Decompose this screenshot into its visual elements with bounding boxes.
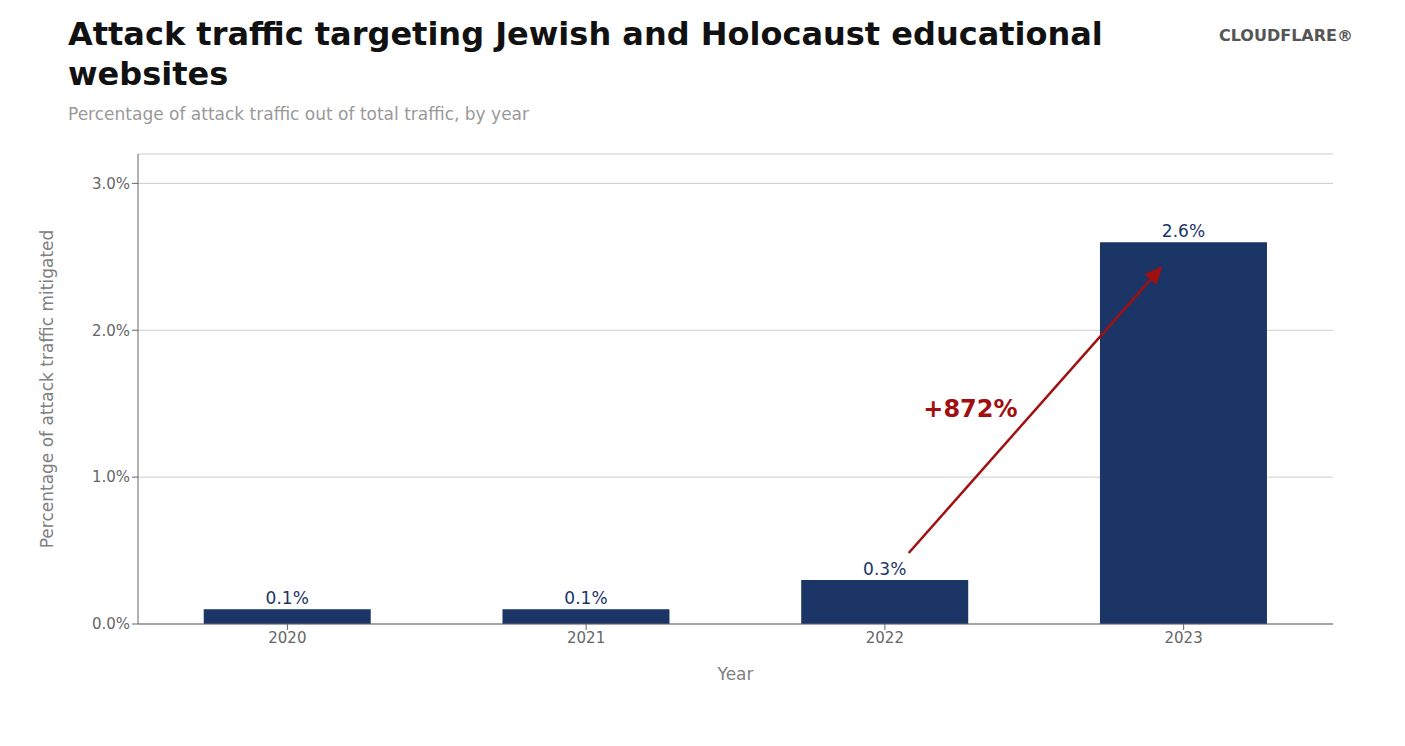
svg-text:0.0%: 0.0% (92, 615, 130, 633)
svg-text:Year: Year (717, 664, 754, 684)
svg-text:3.0%: 3.0% (92, 175, 130, 193)
svg-text:2021: 2021 (567, 629, 605, 647)
svg-text:2023: 2023 (1165, 629, 1203, 647)
svg-text:+872%: +872% (923, 395, 1017, 423)
svg-text:0.1%: 0.1% (564, 588, 607, 608)
svg-text:1.0%: 1.0% (92, 468, 130, 486)
svg-text:2.6%: 2.6% (1162, 221, 1205, 241)
svg-text:2020: 2020 (268, 629, 306, 647)
html-text:Percentage of attack traffic o: Percentage of attack traffic out of tota… (68, 104, 529, 124)
svg-text:0.3%: 0.3% (863, 559, 906, 579)
svg-text:2.0%: 2.0% (92, 322, 130, 340)
html-text:CLOUDFLARE®: CLOUDFLARE® (1219, 26, 1353, 45)
svg-text:Percentage of attack traffic m: Percentage of attack traffic mitigated (37, 230, 57, 549)
html-text:Attack traffic targeting Jewis: Attack traffic targeting Jewish and Holo… (68, 15, 1103, 93)
svg-text:0.1%: 0.1% (266, 588, 309, 608)
svg-text:2022: 2022 (866, 629, 904, 647)
